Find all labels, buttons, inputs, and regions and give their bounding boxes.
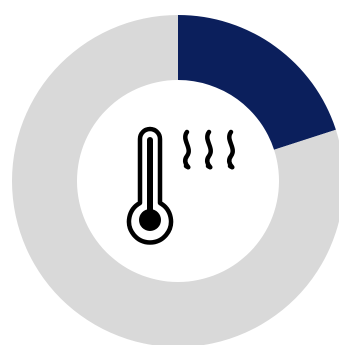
- thermometer-heat-icon: [126, 126, 235, 245]
- donut-slice-remainder: [12, 15, 339, 345]
- thermometer-outline: [126, 126, 174, 245]
- donut-slice-highlight: [178, 15, 336, 150]
- donut-slices: [12, 15, 339, 345]
- heat-wave-icon: [205, 129, 213, 170]
- heat-wave-icon: [227, 129, 235, 170]
- thermometer-bulb: [139, 209, 161, 231]
- heat-wave-icon: [183, 129, 191, 170]
